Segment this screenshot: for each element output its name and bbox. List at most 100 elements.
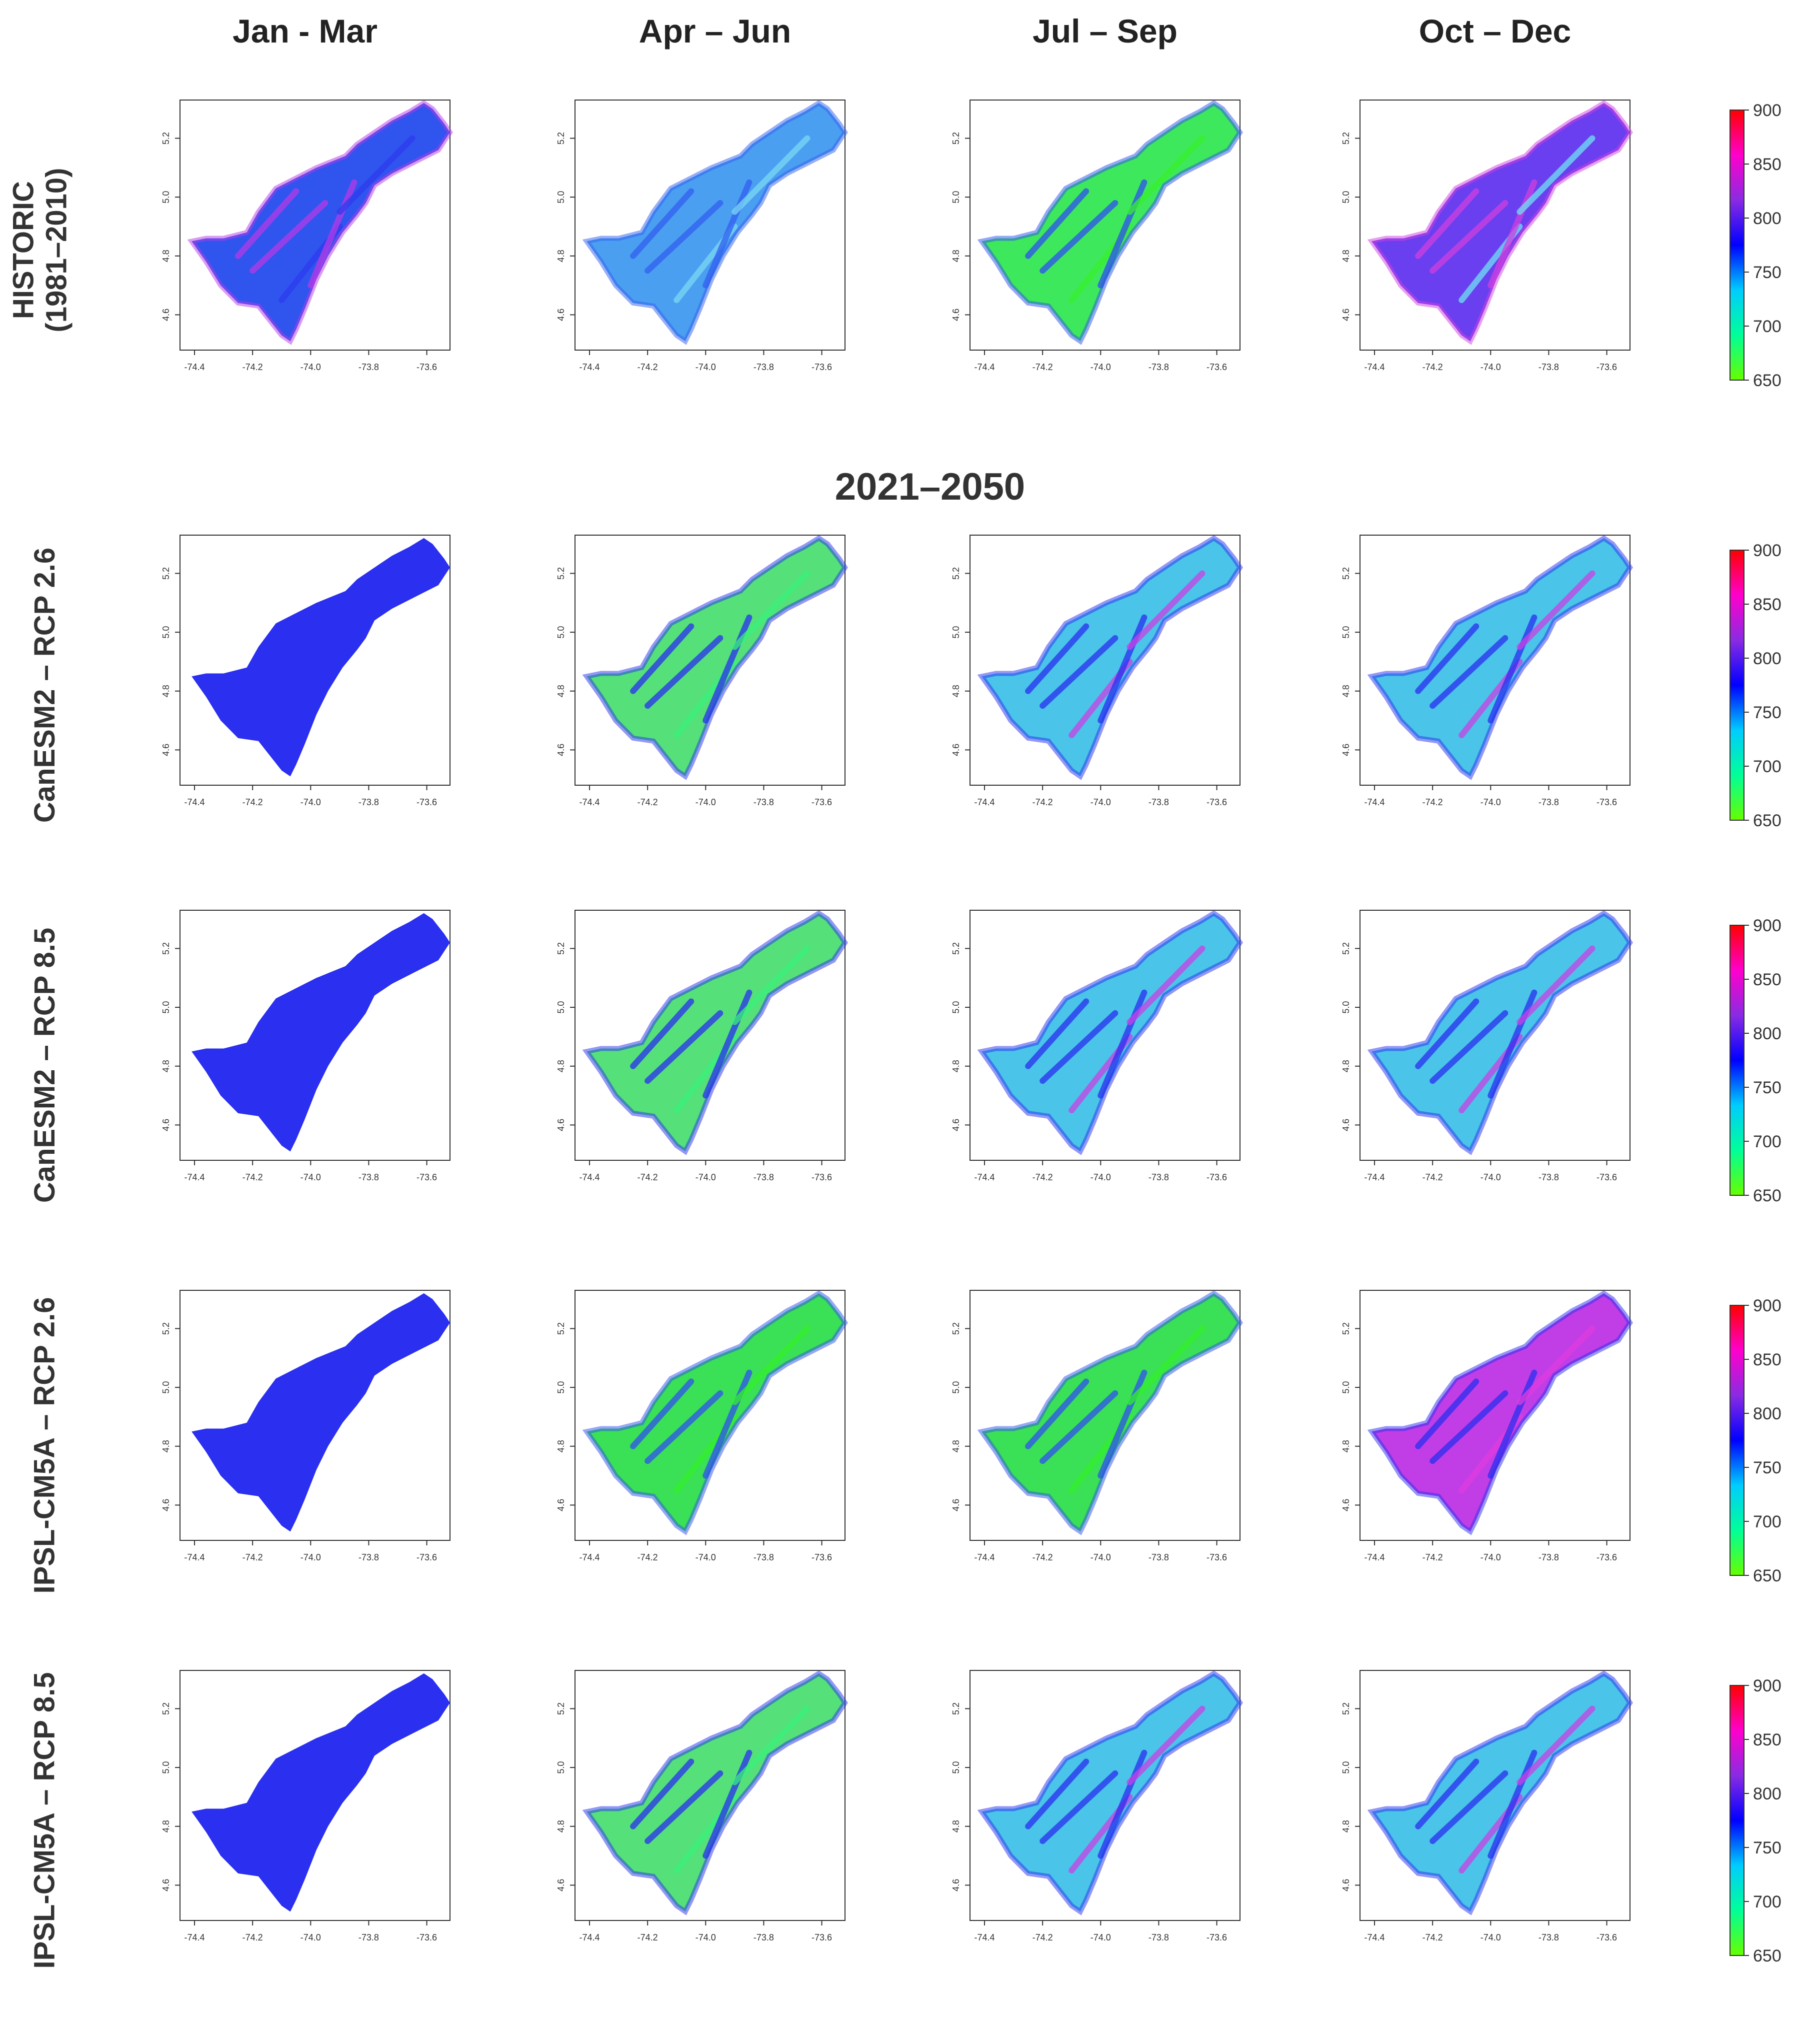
- x-tick-label: -74.2: [1422, 1932, 1443, 1942]
- map-svg: -74.4 -74.2 -74.0 -73.8 -73.6 4.6 4.8 5.0 5.2: [556, 100, 848, 372]
- y-tick-label: 5.2: [1341, 1322, 1351, 1335]
- x-tick-label: -74.0: [1090, 362, 1111, 372]
- y-tick-label: 4.6: [161, 744, 171, 756]
- map-texture-streak: [702, 989, 752, 1099]
- x-tick-label: -73.8: [1148, 1932, 1169, 1942]
- y-tick-label: 5.0: [1341, 626, 1351, 639]
- legend-tick-label: 850: [1753, 1350, 1782, 1369]
- x-tick-label: -74.0: [696, 797, 716, 807]
- x-tick-label: -74.2: [638, 362, 658, 372]
- x-tick-label: -74.0: [696, 1172, 716, 1182]
- basin-map: [192, 538, 450, 777]
- x-tick-label: -74.4: [184, 362, 205, 372]
- map-svg: -74.4 -74.2 -74.0 -73.8 -73.6 4.6 4.8 5.0 5.2: [161, 1670, 450, 1942]
- x-tick-label: -74.4: [974, 797, 995, 807]
- x-tick-label: -73.6: [1596, 1172, 1617, 1182]
- y-tick-label: 5.2: [556, 567, 566, 580]
- legend-color-bar: [1730, 110, 1744, 381]
- map-texture-streak: [1040, 635, 1118, 709]
- map-texture-streak: [1126, 570, 1206, 650]
- row-label-text: CanESM2 – RCP 2.6: [28, 547, 61, 823]
- basin-map: [192, 1673, 450, 1912]
- map-texture-streak: [644, 635, 724, 709]
- legend-tick-label: 800: [1753, 1784, 1782, 1803]
- map-panel: -74.4 -74.2 -74.0 -73.8 -73.6 4.6 4.8 5.0 5.2: [935, 900, 1245, 1200]
- x-tick-label: -74.2: [1422, 362, 1443, 372]
- y-tick-label: 4.8: [161, 250, 171, 262]
- legend-tick-label: 900: [1753, 101, 1782, 120]
- x-tick-label: -73.8: [1538, 1172, 1559, 1182]
- y-tick-label: 4.8: [951, 685, 961, 697]
- y-tick-label: 4.6: [951, 1119, 961, 1131]
- map-svg: -74.4 -74.2 -74.0 -73.8 -73.6 4.6 4.8 5.0 5.2: [556, 1670, 848, 1942]
- x-tick-label: -74.2: [1032, 1552, 1053, 1562]
- x-tick-label: -73.6: [1206, 1552, 1227, 1562]
- x-tick-label: -73.6: [812, 1552, 832, 1562]
- y-tick-label: 5.2: [556, 942, 566, 955]
- map-texture-streak: [336, 135, 416, 215]
- map-svg: -74.4 -74.2 -74.0 -73.8 -73.6 4.6 4.8 5.0 5.2: [556, 910, 848, 1182]
- y-tick-label: 5.0: [951, 1381, 961, 1394]
- y-tick-label: 4.8: [161, 1060, 171, 1072]
- map-svg: -74.4 -74.2 -74.0 -73.8 -73.6 4.6 4.8 5.0 5.2: [556, 1290, 848, 1562]
- map-texture-streak: [732, 135, 810, 215]
- legend-color-bar: [1730, 1305, 1744, 1576]
- x-tick-label: -74.0: [1480, 1172, 1501, 1182]
- y-tick-label: 5.2: [951, 942, 961, 955]
- map-svg: -74.4 -74.2 -74.0 -73.8 -73.6 4.6 4.8 5.0 5.2: [161, 1290, 450, 1562]
- x-tick-label: -73.8: [358, 797, 379, 807]
- legend-tick-label: 650: [1753, 1946, 1782, 1965]
- x-tick-label: -74.4: [184, 797, 205, 807]
- y-tick-label: 4.6: [161, 1879, 171, 1891]
- row-label-canesm2-rcp26: CanESM2 – RCP 2.6: [25, 535, 65, 835]
- legend-tick-label: 900: [1753, 1676, 1782, 1695]
- basin-edge-shade: [1367, 1670, 1633, 1915]
- column-header-apr-jun: Apr – Jun: [638, 13, 792, 50]
- x-tick-label: -73.6: [1206, 1172, 1227, 1182]
- basin-edge-shade: [582, 1290, 848, 1535]
- y-tick-label: 4.6: [556, 1879, 566, 1891]
- y-tick-label: 4.8: [161, 1820, 171, 1832]
- map-panel: -74.4 -74.2 -74.0 -73.8 -73.6 4.6 4.8 5.0 5.2: [145, 525, 455, 825]
- y-tick-label: 5.2: [161, 942, 171, 955]
- y-tick-label: 5.2: [1341, 942, 1351, 955]
- x-tick-label: -73.8: [754, 362, 774, 372]
- map-svg: -74.4 -74.2 -74.0 -73.8 -73.6 4.6 4.8 5.0 5.2: [951, 910, 1243, 1182]
- row-label-text: IPSL-CM5A – RCP 2.6: [28, 1297, 61, 1594]
- x-tick-label: -73.6: [1206, 362, 1227, 372]
- legend-tick-label: 850: [1753, 1730, 1782, 1749]
- y-tick-label: 4.8: [1341, 1440, 1351, 1452]
- legend-tick-label: 800: [1753, 209, 1782, 228]
- y-tick-label: 4.8: [951, 1440, 961, 1452]
- column-header-jan-mar: Jan - Mar: [232, 13, 378, 50]
- y-tick-label: 5.0: [1341, 1001, 1351, 1014]
- basin-map: [192, 1293, 450, 1532]
- x-tick-label: -74.2: [1422, 797, 1443, 807]
- map-texture-streak: [1025, 1758, 1090, 1829]
- map-svg: -74.4 -74.2 -74.0 -73.8 -73.6 4.6 4.8 5.0 5.2: [1341, 100, 1633, 372]
- map-texture-streak: [1126, 1325, 1206, 1405]
- legend-tick-label: 700: [1753, 1132, 1782, 1151]
- map-panel: -74.4 -74.2 -74.0 -73.8 -73.6 4.6 4.8 5.0 5.2: [1325, 1660, 1635, 1960]
- y-tick-label: 5.2: [951, 132, 961, 145]
- color-legend: 900 850 800 750 700 650: [1720, 1675, 1790, 1975]
- basin-edge-shade: [1367, 535, 1633, 780]
- legend-tick-label: 650: [1753, 811, 1782, 830]
- y-tick-label: 5.2: [1341, 132, 1351, 145]
- y-tick-label: 5.0: [951, 1761, 961, 1774]
- y-tick-label: 4.6: [1341, 744, 1351, 756]
- y-tick-label: 5.2: [161, 1702, 171, 1715]
- x-tick-label: -73.8: [754, 1932, 774, 1942]
- x-tick-label: -74.4: [580, 1552, 600, 1562]
- x-tick-label: -74.0: [696, 1932, 716, 1942]
- x-tick-label: -74.0: [300, 362, 321, 372]
- x-tick-label: -74.4: [184, 1172, 205, 1182]
- legend-tick-label: 800: [1753, 649, 1782, 668]
- map-texture-streak: [1516, 570, 1596, 650]
- x-tick-label: -74.0: [696, 1552, 716, 1562]
- legend-tick-label: 750: [1753, 1838, 1782, 1857]
- legend-tick-label: 850: [1753, 155, 1782, 174]
- map-texture-streak: [1415, 188, 1480, 259]
- basin-edge-shade: [977, 100, 1243, 345]
- map-texture-streak: [1488, 1749, 1538, 1859]
